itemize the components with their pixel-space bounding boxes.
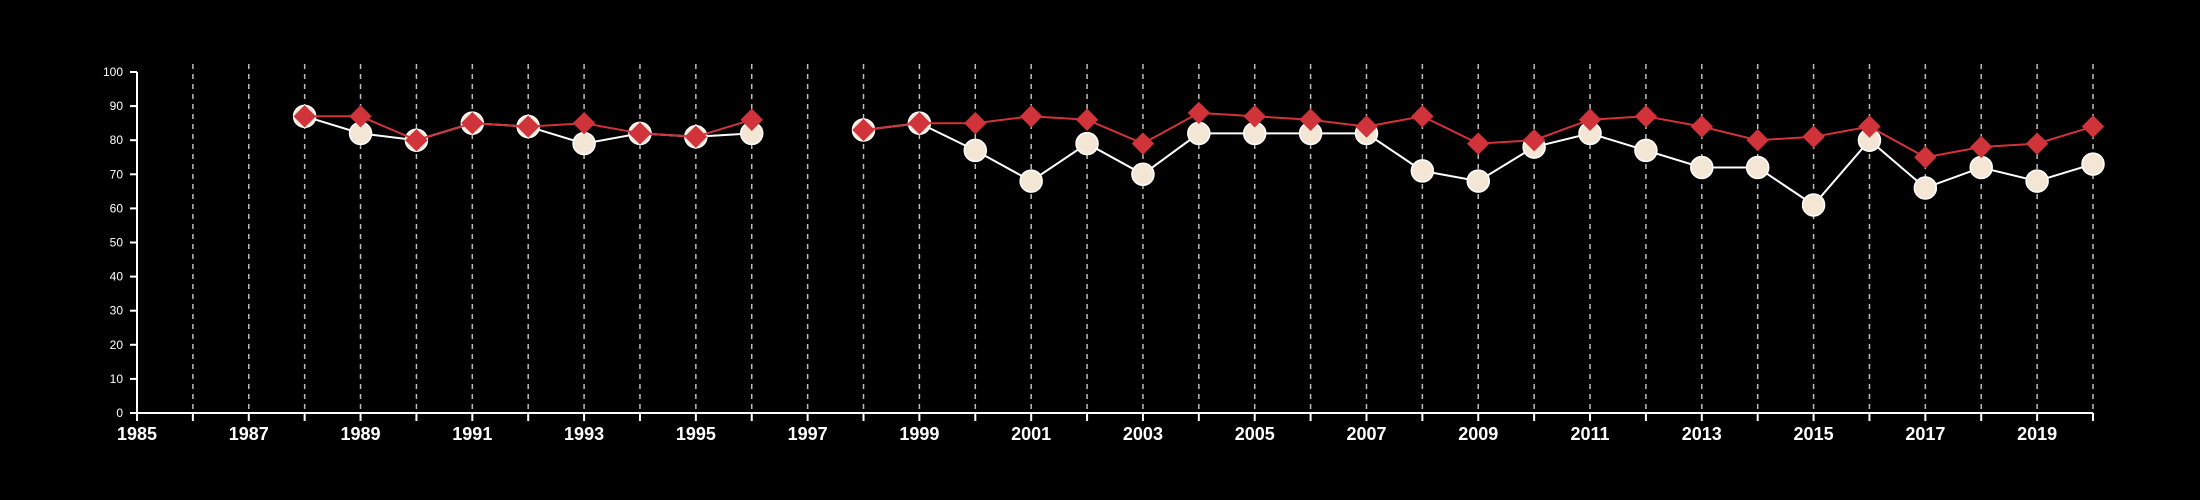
series-1-point-2020 <box>2081 115 2105 138</box>
series-1-point-1996 <box>740 108 763 131</box>
x-tick-label-2007: 2007 <box>1346 424 1386 444</box>
series-1-point-2015 <box>1802 125 1825 148</box>
series-0-point-2014 <box>1745 155 1770 180</box>
series-1-point-2017 <box>1914 146 1937 169</box>
series-0-point-2018 <box>1969 155 1993 180</box>
series-1-point-1995 <box>684 125 708 148</box>
series-group <box>292 101 2105 217</box>
series-0-point-2013 <box>1690 155 1714 180</box>
x-tick-label-2015: 2015 <box>1794 424 1834 444</box>
series-1-point-2000 <box>964 111 987 135</box>
x-tick-label-1991: 1991 <box>452 424 492 444</box>
series-1-point-2014 <box>1746 128 1769 152</box>
series-0-point-2002 <box>1075 131 1099 156</box>
series-1-point-1993 <box>572 111 596 135</box>
x-tick-label-2001: 2001 <box>1011 424 1051 444</box>
series-1-point-1988 <box>293 105 316 128</box>
series-1-point-2003 <box>1131 132 1155 155</box>
y-tick-label-100: 100 <box>103 65 123 79</box>
series-1-point-2004 <box>1187 101 1211 125</box>
series-1-point-2006 <box>1299 108 1322 131</box>
series-1-point-2009 <box>1467 132 1490 155</box>
series-1-point-2019 <box>2025 132 2049 155</box>
series-0-point-2020 <box>2081 152 2105 176</box>
series-1-point-1999 <box>908 111 931 135</box>
x-tick-label-1987: 1987 <box>229 424 269 444</box>
x-tick-label-1997: 1997 <box>788 424 828 444</box>
series-0-point-2000 <box>963 138 988 163</box>
y-tick-label-0: 0 <box>116 406 123 420</box>
y-tick-label-30: 30 <box>110 304 124 318</box>
series-0-point-2012 <box>1634 138 1658 163</box>
series-1-point-1994 <box>628 122 652 145</box>
y-tick-label-20: 20 <box>110 338 124 352</box>
x-tick-label-2009: 2009 <box>1458 424 1498 444</box>
series-1-point-1992 <box>516 115 540 138</box>
series-1-point-2011 <box>1578 108 1602 131</box>
series-1-point-1991 <box>461 111 484 135</box>
x-tick-label-2011: 2011 <box>1570 424 1609 444</box>
y-tick-label-70: 70 <box>110 167 124 181</box>
series-0-point-2004 <box>1187 121 1211 146</box>
series-0-point-2003 <box>1131 162 1155 187</box>
axes: 0 10 20 30 40 50 60 70 80 90 100 1985 1987 1989 1991 19… <box>103 65 2094 444</box>
series-1-point-2002 <box>1075 108 1099 131</box>
series-1-point-2016 <box>1858 115 1881 138</box>
x-tick-label-2013: 2013 <box>1682 424 1722 444</box>
x-tick-label-2005: 2005 <box>1235 424 1275 444</box>
series-0-point-2019 <box>2025 169 2049 193</box>
x-tick-label-1985: 1985 <box>117 424 157 444</box>
series-1-point-2008 <box>1411 105 1434 128</box>
series-1-point-2005 <box>1243 105 1266 128</box>
x-tick-label-2019: 2019 <box>2017 424 2057 444</box>
series-1-point-1998 <box>852 118 875 142</box>
series-0-point-2009 <box>1466 169 1491 193</box>
series-0-point-2001 <box>1019 169 1043 193</box>
y-tick-label-80: 80 <box>110 133 124 147</box>
y-tick-label-10: 10 <box>110 372 124 386</box>
series-1-diamond <box>293 101 2105 169</box>
vertical-grid <box>192 64 2094 413</box>
x-tick-label-2003: 2003 <box>1123 424 1163 444</box>
series-1-point-1989 <box>349 105 372 128</box>
x-tick-label-2017: 2017 <box>1905 424 1945 444</box>
series-1-point-1990 <box>405 128 428 152</box>
y-tick-label-40: 40 <box>110 270 124 284</box>
series-0-point-2008 <box>1410 159 1435 183</box>
series-0-point-2017 <box>1913 176 1938 200</box>
y-tick-label-90: 90 <box>110 99 124 113</box>
series-1-point-2018 <box>1970 135 1993 159</box>
series-1-point-2010 <box>1522 128 1546 152</box>
x-tick-label-1995: 1995 <box>676 424 716 444</box>
x-tick-label-1993: 1993 <box>564 424 604 444</box>
series-1-point-2001 <box>1019 105 1043 128</box>
series-0-point-1993 <box>572 131 596 156</box>
y-tick-label-50: 50 <box>110 236 124 250</box>
series-1-point-2007 <box>1355 115 1378 138</box>
x-tick-label-1999: 1999 <box>899 424 939 444</box>
y-tick-label-60: 60 <box>110 201 124 215</box>
series-1-point-2012 <box>1634 105 1658 128</box>
x-tick-label-1989: 1989 <box>341 424 381 444</box>
series-0-point-2015 <box>1801 193 1826 217</box>
series-1-point-2013 <box>1690 115 1714 138</box>
